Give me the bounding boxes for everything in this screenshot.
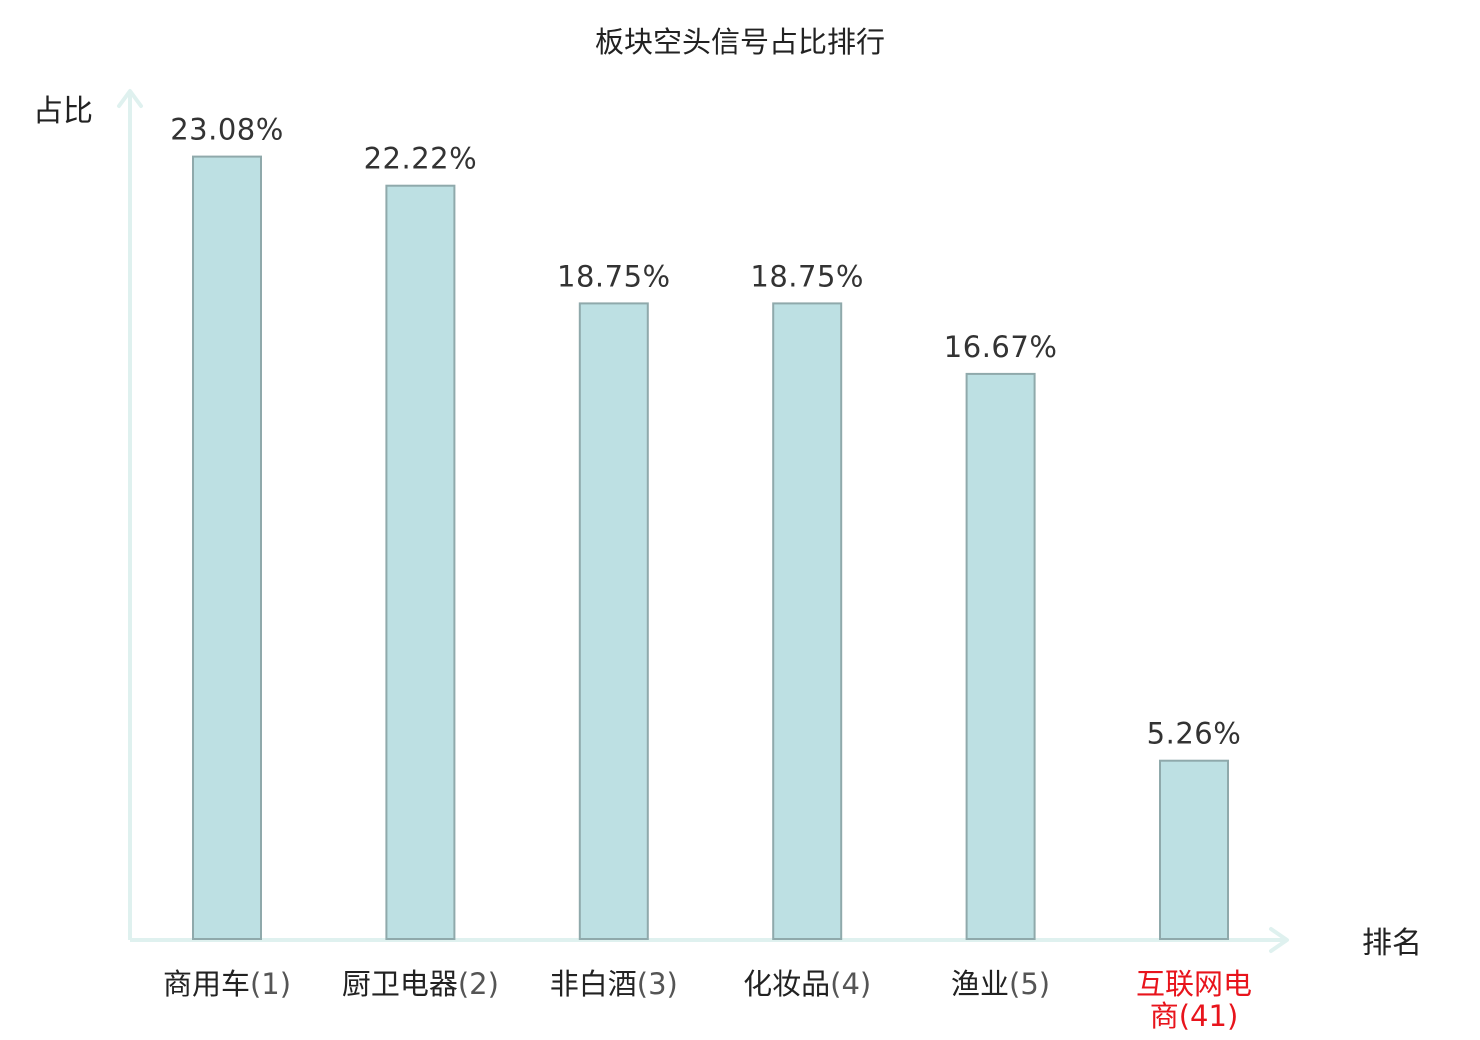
bar xyxy=(578,302,649,940)
y-axis-label: 占比 xyxy=(33,94,93,129)
bar xyxy=(965,372,1036,940)
bar-value-label: 23.08% xyxy=(170,113,284,147)
value-labels: 23.08% 22.22% 18.75% 18.75% 16.67% 5.26% xyxy=(170,113,1241,751)
x-tick-rank: (1) xyxy=(250,967,291,1001)
x-tick-name: 互联网电 xyxy=(1136,967,1252,1001)
x-tick-rank: (4) xyxy=(830,967,871,1001)
x-tick-rank: (41) xyxy=(1179,999,1239,1033)
x-tick-name: 渔业 xyxy=(951,967,1009,1001)
x-tick-label: 非白酒(3) xyxy=(550,967,678,1001)
bar xyxy=(385,184,456,940)
x-tick-name: 化妆品 xyxy=(743,967,830,1001)
y-axis-arrow xyxy=(117,89,143,108)
x-tick-name: 商用车 xyxy=(163,967,250,1001)
x-tick-name: 厨卫电器 xyxy=(342,967,458,1001)
bar-value-label: 16.67% xyxy=(944,330,1058,364)
x-axis-arrow xyxy=(1269,927,1289,953)
bar-value-label: 22.22% xyxy=(364,142,478,176)
chart-title: 板块空头信号占比排行 xyxy=(595,25,885,59)
x-tick-rank: (5) xyxy=(1009,967,1050,1001)
x-tick-label: 化妆品(4) xyxy=(743,967,871,1001)
bar-value-label: 18.75% xyxy=(557,259,671,293)
x-tick-label: 渔业(5) xyxy=(951,967,1050,1001)
category-labels: 商用车(1) 厨卫电器(2) 非白酒(3) 化妆品(4) 渔业(5) 互联网电商(41) xyxy=(163,967,1252,1033)
x-axis-label: 排名 xyxy=(1362,926,1422,961)
x-tick-label-highlight: 互联网电商(41) xyxy=(1136,967,1252,1033)
bar xyxy=(192,155,262,941)
bar-value-label: 5.26% xyxy=(1147,717,1242,751)
bar-value-label: 18.75% xyxy=(750,259,864,293)
x-tick-rank: (2) xyxy=(458,967,499,1001)
bar xyxy=(772,302,843,940)
x-tick-name: 商 xyxy=(1150,999,1179,1033)
bar xyxy=(1159,759,1229,941)
x-tick-label: 商用车(1) xyxy=(163,967,291,1001)
bars xyxy=(192,155,1229,941)
x-tick-name: 非白酒 xyxy=(550,967,637,1001)
x-tick-rank: (3) xyxy=(637,967,678,1001)
x-tick-label: 厨卫电器(2) xyxy=(342,967,499,1001)
axes xyxy=(117,89,1289,953)
